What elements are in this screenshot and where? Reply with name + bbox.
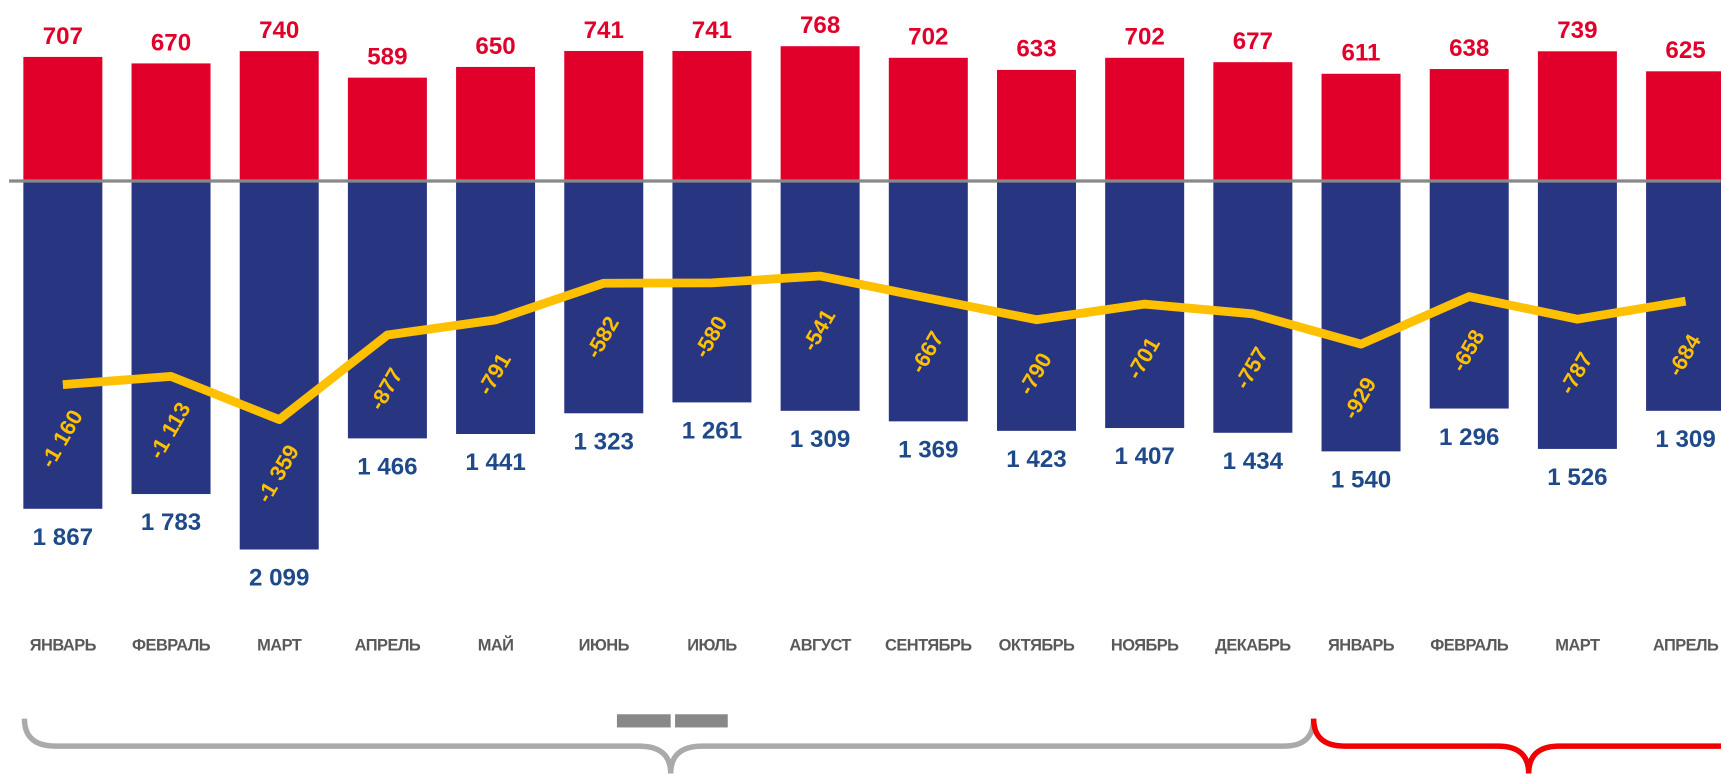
x-tick-label: АПРЕЛЬ [355, 637, 421, 655]
value-label: 677 [1233, 28, 1273, 55]
bar [347, 77, 427, 182]
value-label: 768 [800, 12, 840, 39]
x-tick-label: МАРТ [257, 637, 302, 655]
bar [780, 46, 860, 182]
period-braces [21, 714, 1721, 774]
bar [1105, 57, 1185, 182]
value-label: 702 [908, 24, 948, 51]
value-label: 741 [692, 17, 732, 44]
value-label: 625 [1665, 37, 1705, 64]
bar [1213, 62, 1293, 182]
bar [131, 181, 211, 495]
bar [564, 181, 644, 414]
value-label: 1 867 [33, 524, 93, 551]
value-label: 702 [1125, 24, 1165, 51]
x-tick-label: АВГУСТ [789, 637, 851, 655]
x-tick-label: МАРТ [1555, 637, 1600, 655]
value-label: 739 [1557, 17, 1597, 44]
x-tick-label: МАЙ [478, 636, 514, 655]
bar [23, 181, 103, 509]
bar [456, 66, 536, 182]
bar [1537, 51, 1617, 182]
value-label: 1 309 [1655, 426, 1715, 453]
bar [780, 181, 860, 411]
bar [672, 181, 752, 403]
value-label: 1 434 [1223, 448, 1284, 475]
bar [996, 181, 1076, 431]
bar [1321, 73, 1401, 182]
bar [1646, 71, 1721, 182]
bar [1429, 69, 1509, 182]
value-label: 707 [43, 23, 83, 50]
bar [1646, 181, 1721, 411]
x-tick-label: ЯНВАРЬ [1328, 637, 1395, 655]
bar [23, 56, 103, 182]
x-tick-label: ИЮНЬ [579, 637, 630, 655]
x-tick-label: ФЕВРАЛЬ [132, 637, 211, 655]
value-label: 1 261 [682, 418, 742, 445]
marker [616, 714, 671, 728]
value-label: 670 [151, 29, 191, 56]
value-label: 1 466 [357, 454, 417, 481]
marker [675, 714, 728, 728]
value-label: 1 783 [141, 509, 201, 536]
value-label: 638 [1449, 35, 1489, 62]
x-tick-label: АПРЕЛЬ [1653, 637, 1719, 655]
value-label: 741 [584, 17, 624, 44]
bar [564, 50, 644, 182]
bar [1321, 181, 1401, 452]
bar [239, 181, 319, 550]
value-label: 650 [475, 33, 515, 60]
bar [131, 63, 211, 182]
bar [996, 69, 1076, 182]
value-label: 1 323 [574, 428, 634, 455]
value-label: 2 099 [249, 565, 309, 592]
value-label: 1 309 [790, 426, 850, 453]
value-label: 1 407 [1114, 443, 1174, 470]
bar [672, 50, 752, 182]
x-tick-label: ОКТЯБРЬ [999, 637, 1075, 655]
value-label: 611 [1342, 40, 1381, 67]
x-tick-label: ДЕКАБРЬ [1215, 637, 1291, 655]
value-label: 633 [1016, 36, 1056, 63]
value-label: 1 441 [465, 449, 525, 476]
value-label: 589 [367, 43, 407, 70]
value-label: 1 369 [898, 437, 958, 464]
value-label: 740 [259, 17, 299, 44]
line [62, 271, 1687, 424]
brace [1310, 718, 1721, 774]
x-tick-label: НОЯБРЬ [1111, 637, 1179, 655]
value-label: 1 540 [1331, 467, 1391, 494]
value-label: 1 296 [1439, 424, 1499, 451]
bar [1213, 181, 1293, 433]
x-tick-label: ФЕВРАЛЬ [1430, 637, 1509, 655]
value-label: 1 423 [1006, 446, 1066, 473]
bar [347, 181, 427, 439]
bar [888, 57, 968, 182]
x-tick-label: ИЮЛЬ [687, 637, 737, 655]
brace [21, 718, 1317, 774]
x-tick-label: СЕНТЯБРЬ [885, 637, 972, 655]
bar [239, 51, 319, 182]
x-tick-label: ЯНВАРЬ [30, 637, 97, 655]
value-label: 1 526 [1547, 464, 1607, 491]
